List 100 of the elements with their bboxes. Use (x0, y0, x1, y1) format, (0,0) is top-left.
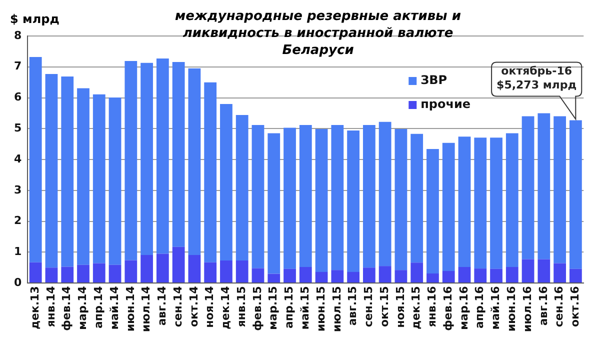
legend-label: прочие (420, 97, 471, 112)
bar (236, 260, 248, 283)
bar (378, 122, 392, 266)
x-tick-label: мар.16 (457, 286, 470, 330)
x-tick-label: апр.14 (92, 286, 105, 328)
x-tick-label: фев.15 (250, 286, 264, 331)
y-tick-label: 5 (14, 122, 22, 135)
bar (410, 262, 424, 283)
x-tick-label: май.14 (108, 286, 121, 330)
bar (315, 272, 328, 283)
bar (490, 138, 502, 269)
bar (569, 268, 582, 283)
bar (347, 130, 360, 272)
bar (299, 266, 312, 283)
bar (315, 128, 328, 272)
y-tick-label: 8 (14, 28, 22, 42)
bar (172, 62, 185, 247)
bar (156, 254, 169, 283)
bar (156, 58, 169, 254)
bar (458, 266, 471, 283)
y-tick-label: 6 (14, 90, 22, 104)
x-tick-label: ноя.14 (203, 286, 216, 328)
bar (394, 128, 408, 270)
x-tick-label: окт.14 (187, 286, 200, 327)
x-tick-label: авг.15 (346, 286, 360, 326)
bar (252, 124, 264, 268)
x-tick-label: апр.15 (282, 286, 296, 328)
bar (92, 94, 106, 264)
x-tick-label: июл.15 (330, 286, 344, 332)
bar (172, 246, 185, 283)
bar (188, 254, 201, 283)
bar (554, 116, 566, 264)
bar (378, 266, 392, 283)
x-tick-label: сен.16 (552, 286, 566, 328)
x-tick-label: май.15 (298, 286, 312, 330)
x-tick-label: сен.15 (362, 286, 376, 328)
bar (569, 120, 582, 269)
bar (45, 74, 58, 268)
x-tick-label: ноя.15 (394, 286, 407, 328)
bar (284, 128, 296, 269)
bar (538, 259, 550, 283)
bar (45, 268, 58, 283)
x-tick-label: фев.14 (60, 286, 74, 331)
x-tick-label: мар.14 (76, 286, 90, 330)
x-tick-label: фев.16 (441, 286, 454, 331)
bar (410, 134, 424, 263)
bar (204, 82, 217, 262)
y-tick-label: 2 (14, 214, 22, 228)
x-tick-label: окт.15 (378, 286, 391, 327)
bar (299, 124, 312, 267)
bar (124, 61, 138, 260)
bar (490, 268, 502, 283)
x-tick-label: янв.15 (234, 286, 248, 328)
bar (426, 149, 439, 274)
x-tick-label: июл.14 (140, 286, 153, 332)
bar (442, 271, 455, 283)
bar (522, 116, 534, 260)
bar (77, 264, 90, 283)
bar (29, 262, 42, 283)
bar (474, 268, 487, 283)
y-axis-title: $ млрд (10, 12, 60, 26)
x-tick-label: янв.16 (426, 286, 439, 328)
y-tick-label: 1 (14, 245, 22, 258)
bar (554, 263, 566, 283)
bar (268, 133, 280, 274)
x-tick-label: дек.14 (219, 286, 232, 330)
legend-label: ЗВР (420, 73, 448, 88)
bar (362, 124, 376, 268)
bar (61, 76, 74, 267)
y-tick-label: 4 (14, 152, 22, 166)
bar (188, 68, 201, 255)
bar (331, 124, 344, 270)
annotation: октябрь-16 $5,273 млрд (496, 64, 577, 92)
x-tick-label: янв.14 (44, 286, 58, 328)
bar (442, 142, 455, 272)
bar (474, 138, 487, 269)
x-tick-label: дек.13 (28, 286, 42, 330)
x-tick-label: июн.15 (314, 286, 328, 332)
bar (236, 115, 248, 261)
bar (108, 264, 122, 283)
bar (522, 259, 534, 283)
x-tick-label: авг.16 (536, 286, 550, 326)
bar (538, 113, 550, 260)
y-tick-label: 3 (14, 183, 22, 196)
x-tick-label: дек.15 (410, 286, 423, 330)
bar (124, 260, 138, 283)
bar (362, 268, 376, 283)
x-tick-label: окт.16 (568, 286, 582, 327)
bar (77, 88, 90, 265)
x-tick-label: май.16 (489, 286, 502, 330)
bar (347, 272, 360, 283)
bar (506, 133, 518, 267)
bar (268, 274, 280, 283)
bar (331, 270, 344, 283)
x-tick-label: июн.16 (505, 286, 518, 332)
bar (204, 262, 217, 283)
x-tick-label: июн.14 (124, 286, 137, 332)
x-tick-label: авг.14 (156, 286, 169, 326)
bar (394, 270, 408, 283)
bar (92, 263, 106, 283)
